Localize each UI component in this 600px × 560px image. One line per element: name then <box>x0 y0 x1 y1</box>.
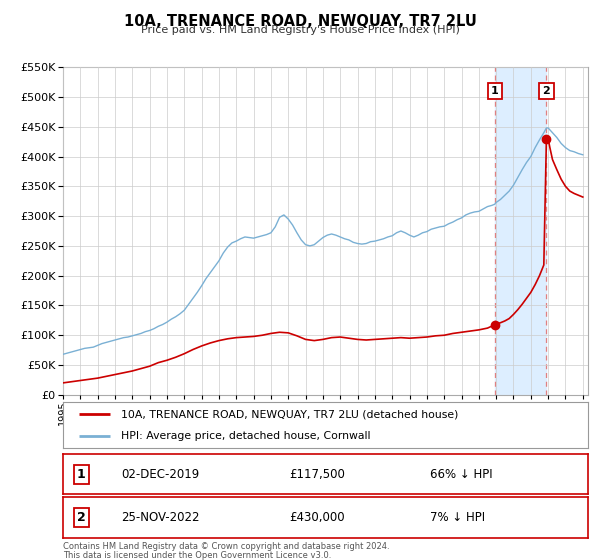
Text: 66% ↓ HPI: 66% ↓ HPI <box>431 468 493 481</box>
Text: £430,000: £430,000 <box>289 511 344 524</box>
Text: 25-NOV-2022: 25-NOV-2022 <box>121 511 199 524</box>
Text: HPI: Average price, detached house, Cornwall: HPI: Average price, detached house, Corn… <box>121 431 370 441</box>
Text: 1: 1 <box>491 86 499 96</box>
Text: £117,500: £117,500 <box>289 468 344 481</box>
Text: 2: 2 <box>542 86 550 96</box>
Text: Price paid vs. HM Land Registry's House Price Index (HPI): Price paid vs. HM Land Registry's House … <box>140 25 460 35</box>
Text: 1: 1 <box>77 468 86 481</box>
Text: This data is licensed under the Open Government Licence v3.0.: This data is licensed under the Open Gov… <box>63 551 331 560</box>
Text: Contains HM Land Registry data © Crown copyright and database right 2024.: Contains HM Land Registry data © Crown c… <box>63 542 389 551</box>
Text: 10A, TRENANCE ROAD, NEWQUAY, TR7 2LU: 10A, TRENANCE ROAD, NEWQUAY, TR7 2LU <box>124 14 476 29</box>
Text: 02-DEC-2019: 02-DEC-2019 <box>121 468 199 481</box>
Text: 7% ↓ HPI: 7% ↓ HPI <box>431 511 485 524</box>
Text: 2: 2 <box>77 511 86 524</box>
Bar <box>495 67 547 395</box>
Text: 10A, TRENANCE ROAD, NEWQUAY, TR7 2LU (detached house): 10A, TRENANCE ROAD, NEWQUAY, TR7 2LU (de… <box>121 409 458 419</box>
